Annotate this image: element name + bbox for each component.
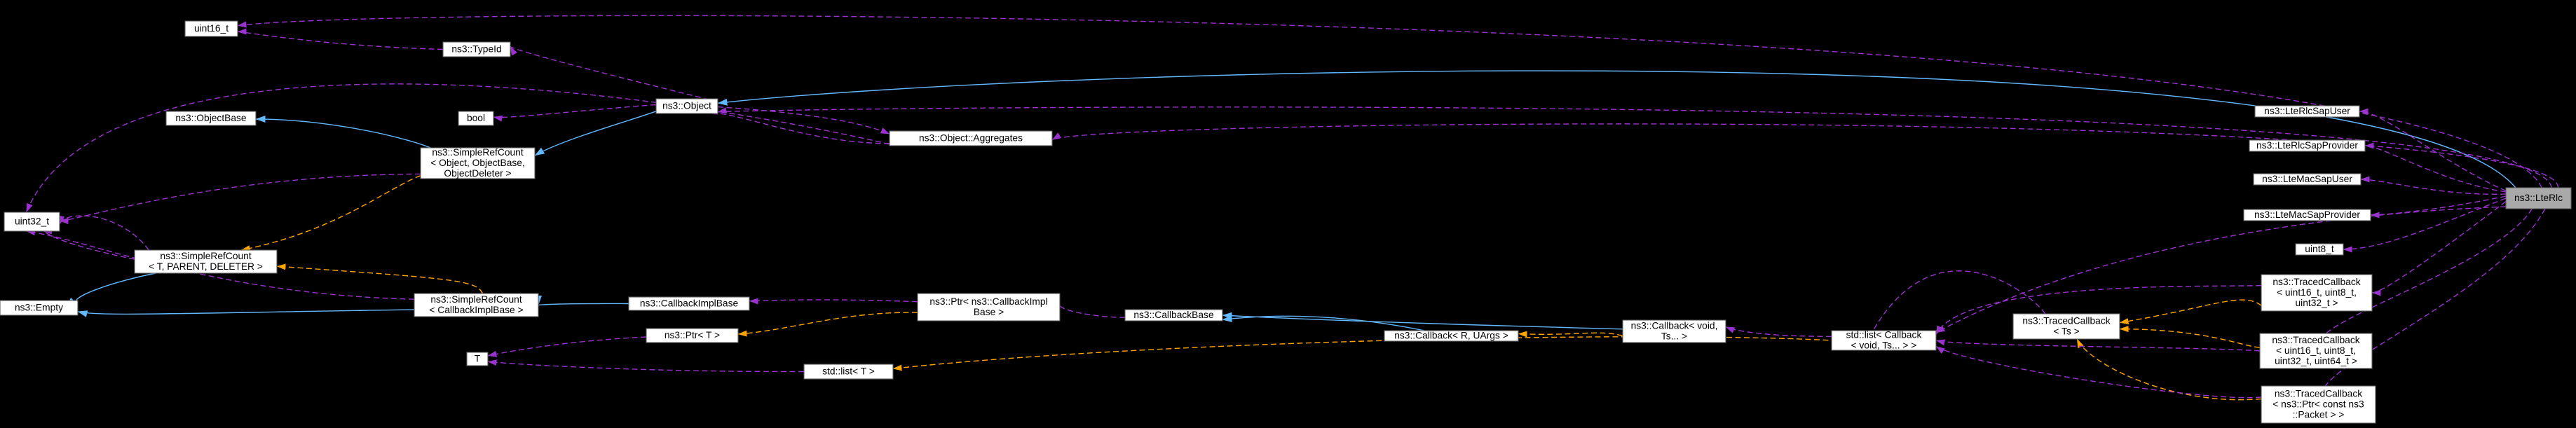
svg-text:ns3::Empty: ns3::Empty	[15, 303, 63, 313]
svg-text:ns3::TracedCallback: ns3::TracedCallback	[2022, 315, 2110, 326]
svg-text:ns3::LteMacSapUser: ns3::LteMacSapUser	[2262, 174, 2352, 184]
svg-text:ns3::TracedCallback: ns3::TracedCallback	[2272, 335, 2359, 345]
svg-text:ns3::Object::Aggregates: ns3::Object::Aggregates	[919, 133, 1023, 144]
svg-text:ns3::LteMacSapProvider: ns3::LteMacSapProvider	[2254, 209, 2360, 220]
svg-text:ObjectDeleter >: ObjectDeleter >	[444, 168, 511, 179]
svg-text:< ns3::Ptr< const ns3: < ns3::Ptr< const ns3	[2272, 399, 2364, 410]
svg-text:uint32_t, uint64_t >: uint32_t, uint64_t >	[2275, 356, 2357, 366]
svg-text:ns3::Object: ns3::Object	[662, 101, 711, 111]
svg-text:< void, Ts... > >: < void, Ts... > >	[1851, 340, 1917, 351]
svg-text:ns3::LteRlcSapProvider: ns3::LteRlcSapProvider	[2256, 140, 2358, 151]
svg-text:ns3::CallbackImplBase: ns3::CallbackImplBase	[640, 298, 739, 309]
svg-text:uint8_t: uint8_t	[2305, 244, 2334, 254]
svg-text:uint32_t: uint32_t	[15, 216, 49, 227]
svg-text:< Object, ObjectBase,: < Object, ObjectBase,	[430, 158, 525, 168]
svg-text:ns3::SimpleRefCount: ns3::SimpleRefCount	[160, 251, 252, 261]
svg-text:ns3::Callback< void,: ns3::Callback< void,	[1631, 320, 1718, 331]
svg-text:ns3::LteRlcSapUser: ns3::LteRlcSapUser	[2264, 106, 2350, 116]
svg-text:bool: bool	[467, 113, 485, 123]
svg-text:ns3::LteRlc: ns3::LteRlc	[2514, 193, 2563, 203]
svg-text:< T, PARENT, DELETER >: < T, PARENT, DELETER >	[149, 261, 263, 272]
svg-text:T: T	[475, 354, 481, 364]
svg-text:Base >: Base >	[974, 307, 1004, 317]
svg-text:ns3::CallbackBase: ns3::CallbackBase	[1133, 310, 1214, 320]
svg-text:ns3::TypeId: ns3::TypeId	[451, 44, 501, 55]
svg-text:< Ts >: < Ts >	[2053, 326, 2079, 337]
svg-text:ns3::TracedCallback: ns3::TracedCallback	[2272, 277, 2360, 287]
svg-text:ns3::ObjectBase: ns3::ObjectBase	[175, 113, 247, 123]
svg-text:uint32_t >: uint32_t >	[2296, 298, 2338, 308]
svg-text:::Packet > >: ::Packet > >	[2293, 410, 2345, 420]
svg-text:ns3::SimpleRefCount: ns3::SimpleRefCount	[430, 294, 522, 305]
svg-text:< CallbackImplBase >: < CallbackImplBase >	[429, 305, 523, 315]
svg-text:std::list< T >: std::list< T >	[822, 366, 875, 377]
svg-text:< uint16_t, uint8_t,: < uint16_t, uint8_t,	[2277, 287, 2357, 298]
svg-text:ns3::Ptr< T >: ns3::Ptr< T >	[665, 330, 720, 340]
svg-text:Ts... >: Ts... >	[1661, 331, 1687, 342]
svg-text:ns3::Callback< R, UArgs >: ns3::Callback< R, UArgs >	[1394, 331, 1508, 341]
svg-text:< uint16_t, uint8_t,: < uint16_t, uint8_t,	[2276, 345, 2356, 356]
svg-text:ns3::Ptr< ns3::CallbackImpl: ns3::Ptr< ns3::CallbackImpl	[929, 296, 1047, 307]
svg-text:ns3::SimpleRefCount: ns3::SimpleRefCount	[432, 147, 524, 158]
svg-text:ns3::TracedCallback: ns3::TracedCallback	[2275, 388, 2362, 399]
svg-text:uint16_t: uint16_t	[194, 23, 229, 34]
svg-text:std::list< Callback: std::list< Callback	[1846, 329, 1922, 340]
